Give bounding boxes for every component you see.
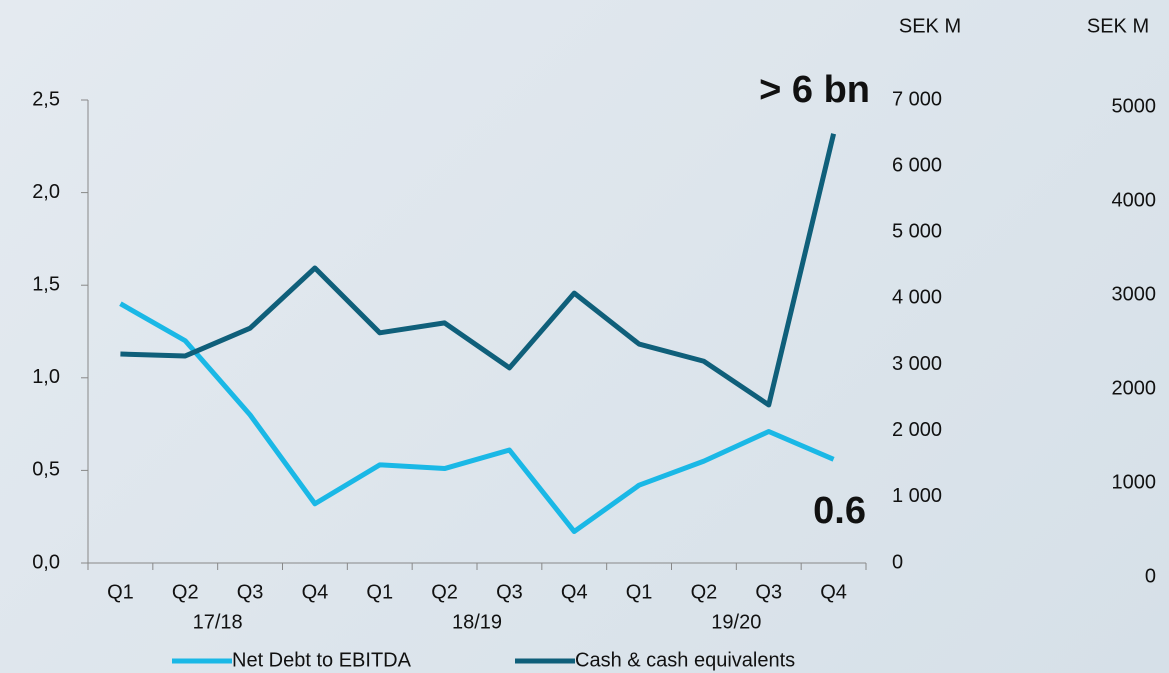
year-label: 19/20 <box>711 611 761 633</box>
x-tick-label: Q4 <box>302 581 329 603</box>
legend-label: Cash & cash equivalents <box>575 649 795 671</box>
annotation: > 6 bn <box>759 69 870 111</box>
x-tick-label: Q1 <box>366 581 393 603</box>
y2-tick-label: 1 000 <box>892 485 942 507</box>
y3-tick-label: 2000 <box>1112 377 1157 399</box>
x-tick-label: Q4 <box>820 581 847 603</box>
y2-tick-label: 6 000 <box>892 154 942 176</box>
y3-tick-label: 0 <box>1145 565 1156 587</box>
y3-tick-label: 5000 <box>1112 95 1157 117</box>
year-label: 18/19 <box>452 611 502 633</box>
x-tick-label: Q2 <box>172 581 199 603</box>
legend-label: Net Debt to EBITDA <box>232 649 412 671</box>
x-tick-label: Q3 <box>237 581 264 603</box>
y-tick-label: 1,0 <box>32 366 60 388</box>
x-tick-label: Q3 <box>755 581 782 603</box>
y-tick-label: 0,0 <box>32 551 60 573</box>
y2-tick-label: 0 <box>892 551 903 573</box>
year-label: 17/18 <box>193 611 243 633</box>
x-tick-label: Q3 <box>496 581 523 603</box>
y-tick-label: 0,5 <box>32 459 60 481</box>
x-tick-label: Q2 <box>691 581 718 603</box>
y2-unit: SEK M <box>899 15 961 37</box>
y2-tick-label: 5 000 <box>892 221 942 243</box>
y3-tick-label: 1000 <box>1112 471 1157 493</box>
y-tick-label: 1,5 <box>32 273 60 295</box>
y2-tick-label: 4 000 <box>892 287 942 309</box>
y2-tick-label: 3 000 <box>892 353 942 375</box>
y3-tick-label: 3000 <box>1112 283 1157 305</box>
x-tick-label: Q1 <box>626 581 653 603</box>
y3-tick-label: 4000 <box>1112 189 1157 211</box>
annotation: 0.6 <box>813 490 866 532</box>
y-tick-label: 2,5 <box>32 88 60 110</box>
x-tick-label: Q2 <box>431 581 458 603</box>
x-tick-label: Q4 <box>561 581 588 603</box>
y-tick-label: 2,0 <box>32 181 60 203</box>
y2-tick-label: 7 000 <box>892 88 942 110</box>
y3-unit: SEK M <box>1087 15 1149 37</box>
x-tick-label: Q1 <box>107 581 134 603</box>
y2-tick-label: 2 000 <box>892 419 942 441</box>
series-line <box>120 133 837 408</box>
series-line <box>119 301 835 535</box>
